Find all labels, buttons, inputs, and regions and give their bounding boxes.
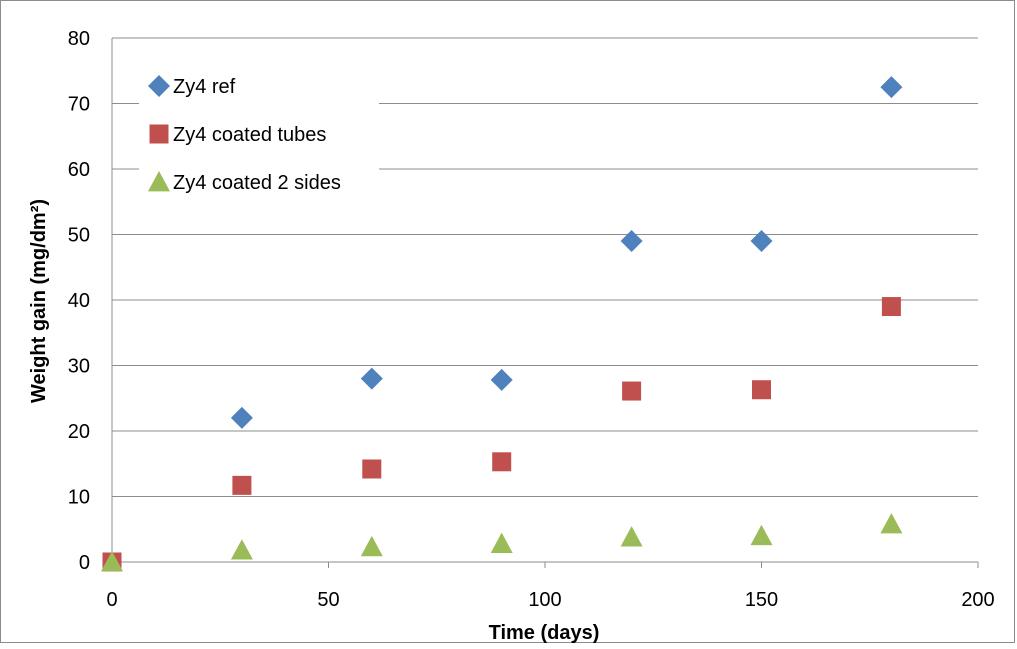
y-tick-label: 0 xyxy=(79,552,90,574)
legend-marker-square xyxy=(149,124,169,144)
y-tick-label: 50 xyxy=(68,225,90,247)
data-point-triangle xyxy=(880,513,903,534)
data-point-triangle xyxy=(101,551,123,572)
legend-marker-triangle xyxy=(148,171,170,192)
legend-background xyxy=(139,63,379,211)
legend-label: Zy4 ref xyxy=(173,76,236,98)
axes xyxy=(111,38,979,568)
data-point-diamond xyxy=(620,230,643,253)
data-point-diamond xyxy=(880,76,903,99)
data-point-triangle xyxy=(490,532,513,554)
data-point-square xyxy=(881,297,901,317)
data-point-triangle xyxy=(360,535,383,557)
data-point-diamond xyxy=(750,230,773,253)
x-tick-label: 150 xyxy=(745,589,778,611)
y-tick-label: 40 xyxy=(68,290,90,312)
data-point-square xyxy=(492,452,512,472)
y-tick-label: 70 xyxy=(68,94,90,116)
tick-labels: 0 10 20 30 40 50 60 70 80 0 50 100 150 200 xyxy=(68,28,995,611)
data-markers xyxy=(101,76,903,572)
data-point-diamond xyxy=(230,406,253,429)
legend-marker-diamond xyxy=(148,75,170,97)
data-point-triangle xyxy=(230,539,253,560)
data-point-square xyxy=(362,459,382,479)
y-tick-label: 80 xyxy=(68,28,90,50)
data-point-diamond xyxy=(360,367,383,390)
y-axis-title: Weight gain (mg/dm²) xyxy=(28,199,50,403)
legend: Zy4 ref Zy4 coated tubes Zy4 coated 2 side… xyxy=(139,63,379,211)
x-tick-label: 0 xyxy=(106,589,117,611)
y-tick-label: 30 xyxy=(68,356,90,378)
data-point-triangle xyxy=(620,526,643,547)
y-tick-label: 10 xyxy=(68,487,90,509)
x-tick-label: 100 xyxy=(528,589,561,611)
y-tick-label: 60 xyxy=(68,159,90,181)
data-point-triangle xyxy=(750,524,773,546)
x-axis-title: Time (days) xyxy=(489,622,600,644)
data-point-square xyxy=(622,381,642,401)
x-tick-label: 200 xyxy=(961,589,994,611)
y-tick-label: 20 xyxy=(68,421,90,443)
legend-label: Zy4 coated tubes xyxy=(173,124,326,146)
data-point-diamond xyxy=(490,368,513,391)
data-point-square xyxy=(752,380,771,400)
x-tick-label: 50 xyxy=(317,589,339,611)
legend-label: Zy4 coated 2 sides xyxy=(173,172,341,194)
data-point-square xyxy=(232,475,252,495)
